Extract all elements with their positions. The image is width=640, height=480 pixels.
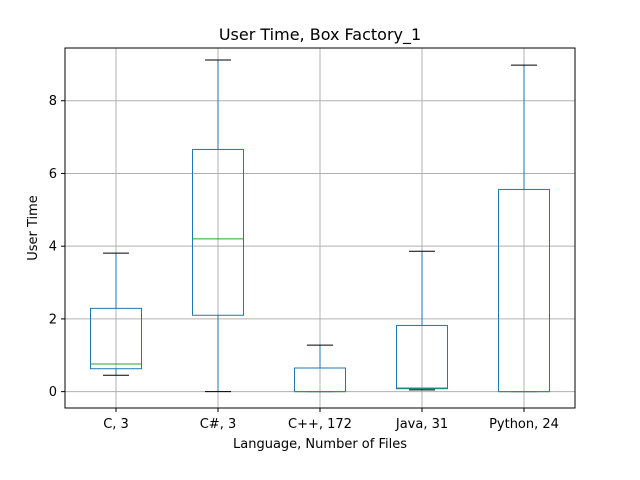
box-1	[90, 252, 142, 376]
x-axis-title: Language, Number of Files	[233, 437, 407, 452]
y-tick-label: 8	[49, 94, 57, 109]
axis-ticks: C, 3 C#, 3 C++, 172 Java, 31 Python, 24 0 2 4 6 8	[49, 94, 559, 432]
x-tick-label: Java, 31	[395, 417, 448, 432]
y-tick-label: 4	[49, 240, 57, 255]
x-tick-label: C++, 172	[288, 417, 352, 432]
box-3	[294, 344, 346, 393]
x-tick-label: C, 3	[103, 417, 129, 432]
interquartile-box	[396, 324, 448, 390]
box-5	[498, 64, 550, 393]
x-tick-label: Python, 24	[489, 417, 559, 432]
y-tick-label: 6	[49, 167, 57, 182]
chart-title: User Time, Box Factory_1	[219, 25, 421, 45]
box-4	[396, 250, 448, 391]
interquartile-box	[90, 307, 142, 370]
box-series	[90, 59, 550, 393]
x-tick-label: C#, 3	[200, 417, 237, 432]
interquartile-box	[192, 148, 244, 316]
box-2	[192, 59, 244, 393]
y-tick-label: 2	[49, 312, 57, 327]
y-tick-label: 0	[49, 385, 57, 400]
y-axis-title: User Time	[26, 195, 41, 261]
